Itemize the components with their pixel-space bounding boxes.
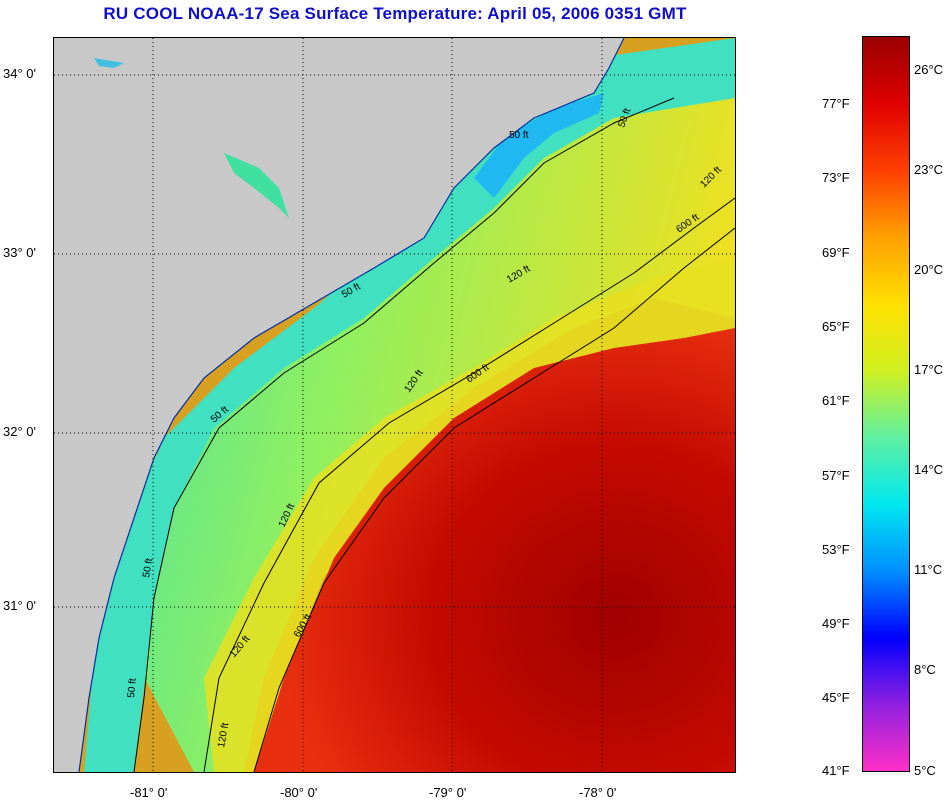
lat-label: 34° 0' [3,66,36,81]
coastline [78,38,625,772]
contour-600ft [253,227,735,772]
lat-label: 32° 0' [3,424,36,439]
coastal-band [84,38,735,772]
graticule [54,38,735,772]
colorbar-celsius-label: 11°C [914,562,943,577]
lat-label: 33° 0' [3,245,36,260]
colorbar-fahrenheit-label: 65°F [822,318,850,334]
contour-label: 50 ft [509,130,529,141]
contour-label: 120 ft [216,722,231,749]
gulf-stream [254,328,735,772]
colorbar-celsius-label: 26°C [914,62,944,77]
contour-label: 50 ft [126,678,139,699]
lon-label: -78° 0' [579,785,617,800]
colorbar-fahrenheit-label: 73°F [822,170,850,186]
lat-label: 31° 0' [3,598,36,613]
contour-120ft [203,197,735,772]
lake-1 [224,153,289,218]
colorbar-fahrenheit-label: 69°F [822,244,850,260]
colorbar-celsius-label: 14°C [914,462,944,477]
map-title: RU COOL NOAA-17 Sea Surface Temperature:… [103,4,687,23]
lon-label: -81° 0' [130,785,168,800]
contour-label: 50 ft [141,557,155,578]
colorbar-celsius-label: 17°C [914,362,944,377]
sst-map-canvas: 50 ft 50 ft 50 ft 50 ft 50 ft 50 ft 120 … [54,38,735,772]
colorbar-fahrenheit-label: 61°F [822,393,850,409]
lon-label: -80° 0' [280,785,318,800]
colorbar-celsius-label: 20°C [914,262,944,277]
lon-label: -79° 0' [429,785,467,800]
cold-nearshore [474,93,604,198]
colorbar-fahrenheit-label: 57°F [822,467,850,483]
mid-shelf [204,258,735,772]
colorbar-fahrenheit-label: 49°F [822,616,850,632]
colorbar-celsius-label: 23°C [914,162,944,177]
temperature-colorbar [862,36,910,772]
colorbar-celsius-label: 8°C [914,662,936,677]
colorbar-fahrenheit-label: 45°F [822,690,850,706]
lake-2 [94,58,124,68]
colorbar-celsius-label: 5°C [914,763,936,778]
sst-map[interactable]: 50 ft 50 ft 50 ft 50 ft 50 ft 50 ft 120 … [53,37,736,773]
contour-50ft [133,97,675,772]
colorbar-fahrenheit-label: 77°F [822,96,850,111]
colorbar-fahrenheit-label: 53°F [822,541,850,557]
land-mass [54,38,624,772]
colorbar-fahrenheit-label: 41°F [822,763,850,778]
